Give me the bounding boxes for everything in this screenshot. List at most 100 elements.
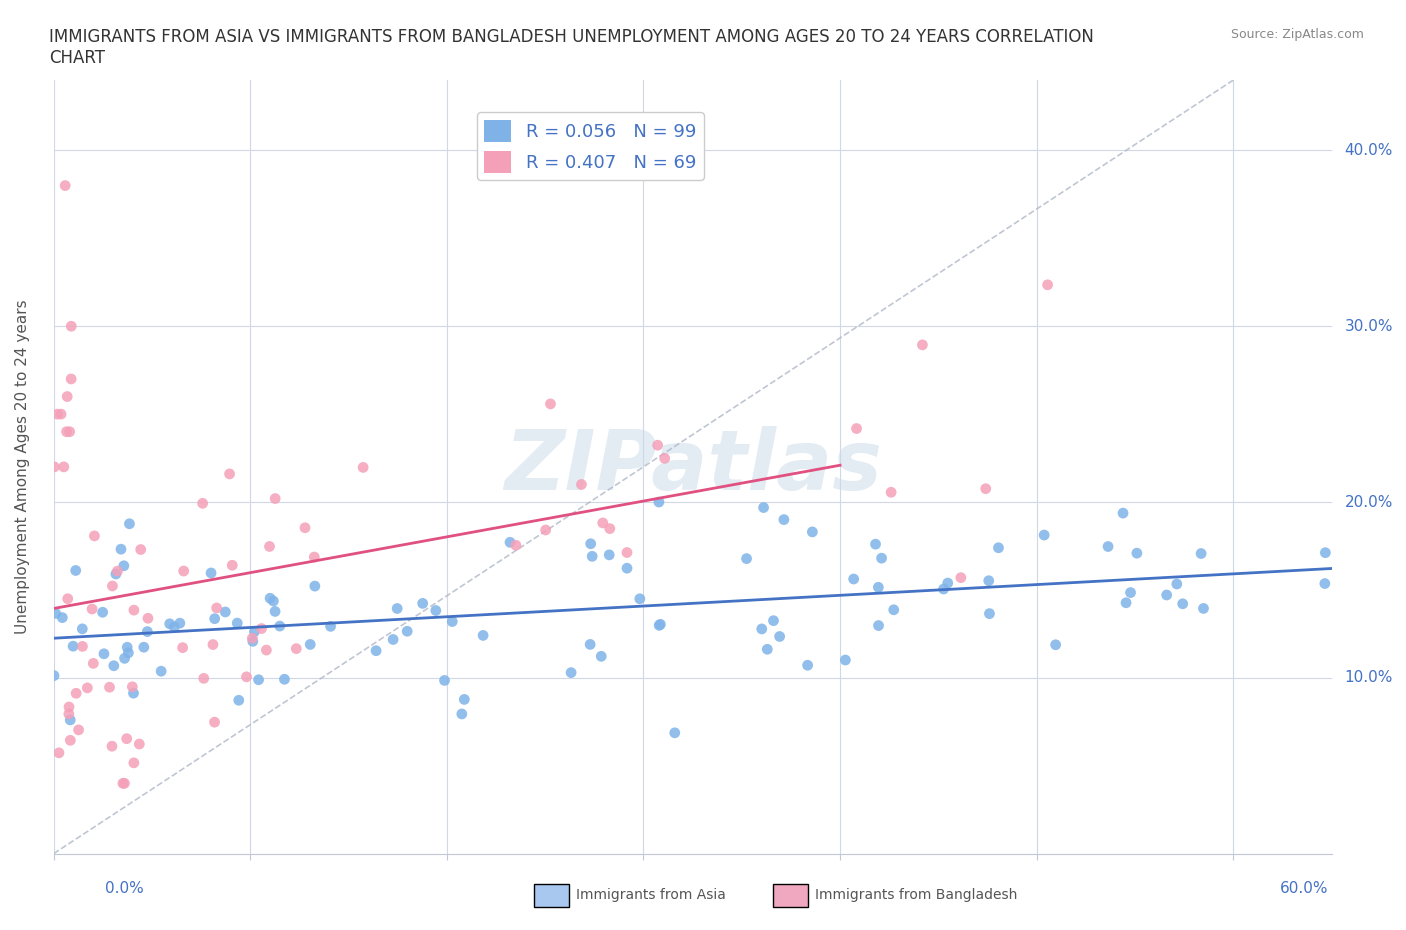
Point <box>647 438 669 453</box>
Text: Immigrants from Asia: Immigrants from Asia <box>576 887 727 902</box>
Point <box>751 621 773 636</box>
Point <box>115 731 138 746</box>
Point <box>396 624 419 639</box>
Point <box>72 621 94 636</box>
Point <box>1036 277 1059 292</box>
Point <box>987 540 1010 555</box>
Point <box>104 566 127 581</box>
Point <box>425 603 447 618</box>
Point <box>1315 545 1337 560</box>
Point <box>218 467 240 482</box>
Point <box>581 549 603 564</box>
Point <box>76 681 98 696</box>
Text: 40.0%: 40.0% <box>1344 143 1393 158</box>
Point <box>65 563 87 578</box>
Legend: R = 0.056   N = 99, R = 0.407   N = 69: R = 0.056 N = 99, R = 0.407 N = 69 <box>477 113 703 179</box>
Point <box>299 637 322 652</box>
Point <box>254 643 277 658</box>
Point <box>591 649 613 664</box>
Point <box>172 640 194 655</box>
Point <box>273 671 295 686</box>
Point <box>128 737 150 751</box>
Point <box>505 538 527 552</box>
Point <box>72 639 94 654</box>
Point <box>67 723 90 737</box>
Point <box>1045 637 1067 652</box>
Point <box>259 539 281 554</box>
Point <box>163 619 186 634</box>
Point <box>42 668 65 683</box>
Point <box>122 603 145 618</box>
Point <box>441 614 464 629</box>
Point <box>259 591 281 605</box>
Point <box>977 573 1000 588</box>
Point <box>352 460 374 475</box>
Point <box>226 616 249 631</box>
Point <box>650 617 672 631</box>
Text: 20.0%: 20.0% <box>1344 495 1393 510</box>
Point <box>235 670 257 684</box>
Point <box>949 570 972 585</box>
Point <box>412 596 434 611</box>
Point <box>1119 585 1142 600</box>
Point <box>214 604 236 619</box>
Point <box>243 624 266 639</box>
Point <box>228 693 250 708</box>
Point <box>364 644 387 658</box>
Point <box>932 581 955 596</box>
Point <box>592 515 614 530</box>
Point <box>534 523 557 538</box>
Point <box>114 651 136 666</box>
Point <box>762 613 785 628</box>
Point <box>205 601 228 616</box>
Point <box>250 621 273 636</box>
Point <box>62 639 84 654</box>
Point <box>382 632 405 647</box>
Point <box>540 396 562 411</box>
Point <box>48 746 70 761</box>
Point <box>201 637 224 652</box>
Point <box>834 653 856 668</box>
Point <box>115 640 138 655</box>
Point <box>801 525 824 539</box>
Point <box>773 512 796 527</box>
Point <box>269 618 291 633</box>
Point <box>82 656 104 671</box>
Point <box>80 602 103 617</box>
Point <box>628 591 651 606</box>
Point <box>304 578 326 593</box>
Point <box>169 616 191 631</box>
Point <box>56 389 79 404</box>
Point <box>499 535 522 550</box>
Point <box>111 776 134 790</box>
Point <box>319 619 342 634</box>
Point <box>60 371 83 386</box>
Point <box>60 319 83 334</box>
Point <box>136 611 159 626</box>
Point <box>118 516 141 531</box>
Point <box>769 629 792 644</box>
Point <box>796 658 818 672</box>
Point <box>450 707 472 722</box>
Point <box>1033 527 1056 542</box>
Text: 30.0%: 30.0% <box>1344 319 1393 334</box>
Text: ZIPatlas: ZIPatlas <box>503 426 882 508</box>
Point <box>648 495 671 510</box>
Point <box>114 776 136 790</box>
Point <box>1313 576 1336 591</box>
Point <box>599 521 621 536</box>
Point <box>571 477 593 492</box>
Point <box>1097 539 1119 554</box>
Point <box>107 564 129 578</box>
Point <box>240 631 263 645</box>
Point <box>112 558 135 573</box>
Point <box>52 459 75 474</box>
Point <box>1166 577 1188 591</box>
Point <box>136 624 159 639</box>
Point <box>654 451 676 466</box>
Point <box>974 481 997 496</box>
Point <box>53 179 76 193</box>
Point <box>59 424 82 439</box>
Point <box>616 545 638 560</box>
Point <box>1156 588 1178 603</box>
